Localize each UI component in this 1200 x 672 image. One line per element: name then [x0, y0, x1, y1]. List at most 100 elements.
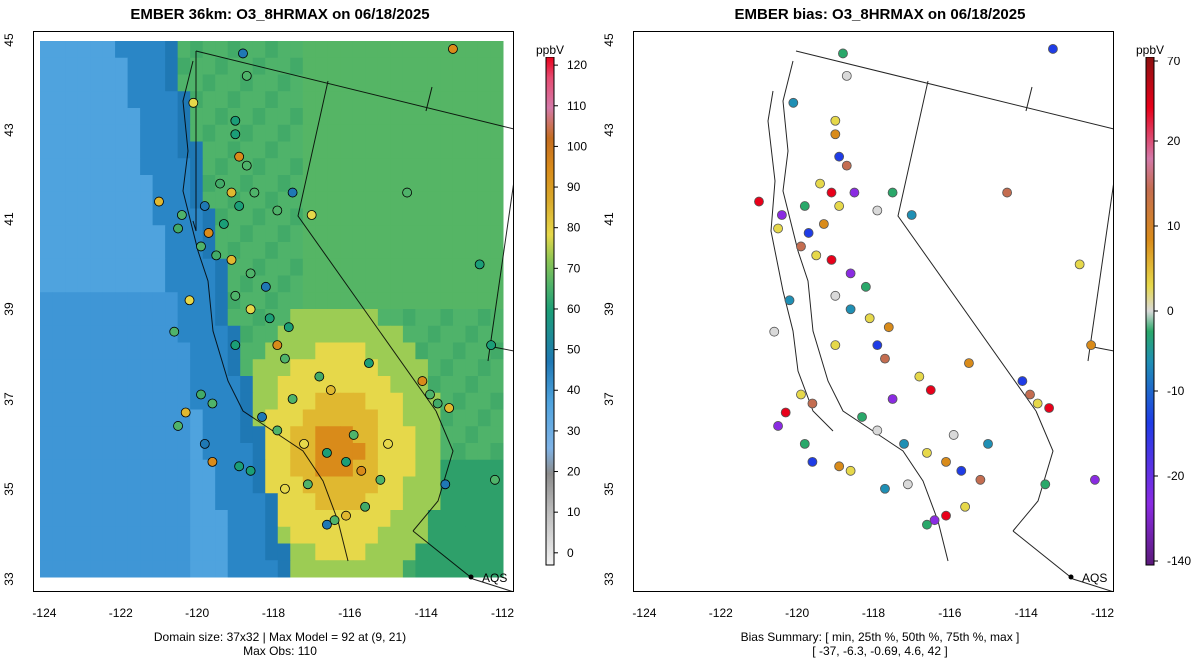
grid-cell	[115, 426, 129, 444]
grid-cell	[490, 74, 504, 92]
grid-cell	[90, 342, 104, 360]
grid-cell	[377, 191, 391, 209]
grid-cell	[227, 158, 241, 176]
grid-cell	[277, 141, 291, 159]
y-tick-label: 39	[602, 302, 616, 316]
grid-cell	[352, 191, 366, 209]
grid-cell	[452, 124, 466, 142]
grid-cell	[365, 560, 379, 578]
grid-cell	[240, 108, 254, 126]
grid-cell	[340, 208, 354, 226]
grid-cell	[102, 376, 116, 394]
grid-cell	[440, 275, 454, 293]
bias-point	[784, 295, 795, 306]
grid-cell	[152, 493, 166, 511]
grid-cell	[390, 359, 404, 377]
bias-point	[880, 483, 890, 494]
grid-cell	[265, 108, 279, 126]
grid-cell	[427, 242, 441, 260]
grid-cell	[302, 342, 316, 360]
grid-cell	[302, 426, 316, 444]
grid-cell	[152, 426, 166, 444]
bias-point	[960, 501, 971, 512]
grid-cell	[77, 510, 91, 528]
grid-cell	[40, 275, 54, 293]
bias-point	[872, 205, 883, 216]
grid-cell	[52, 409, 66, 427]
concentration-map[interactable]: AQS	[33, 31, 514, 592]
grid-cell	[77, 191, 91, 209]
grid-cell	[65, 493, 79, 511]
grid-cell	[452, 191, 466, 209]
grid-cell	[127, 292, 141, 310]
grid-cell	[327, 443, 341, 461]
grid-cell	[177, 543, 191, 561]
grid-cell	[352, 208, 366, 226]
grid-cell	[202, 560, 216, 578]
grid-cell	[40, 493, 54, 511]
grid-cell	[202, 74, 216, 92]
grid-cell	[140, 91, 154, 109]
grid-cell	[77, 342, 91, 360]
grid-cell	[190, 124, 204, 142]
grid-cell	[115, 275, 129, 293]
observation-point	[176, 210, 187, 220]
grid-cell	[477, 476, 491, 494]
grid-cell	[365, 426, 379, 444]
grid-cell	[352, 74, 366, 92]
grid-cell	[465, 342, 479, 360]
grid-cell	[190, 225, 204, 243]
grid-cell	[252, 41, 266, 59]
grid-cell	[402, 560, 416, 578]
grid-cell	[152, 41, 166, 59]
grid-cell	[290, 141, 304, 159]
observation-point	[173, 223, 183, 234]
grid-cell	[252, 141, 266, 159]
grid-cell	[265, 376, 279, 394]
grid-cell	[215, 158, 229, 176]
observation-point	[260, 281, 271, 292]
grid-cell	[452, 409, 466, 427]
grid-cell	[465, 543, 479, 561]
bias-points	[754, 44, 1100, 530]
grid-cell	[227, 242, 241, 260]
grid-cell	[390, 124, 404, 142]
grid-cell	[65, 359, 79, 377]
grid-cell	[52, 325, 66, 343]
bias-map[interactable]: AQS	[633, 31, 1114, 592]
grid-cell	[315, 141, 329, 159]
colorbar-tick-label: 10	[1167, 219, 1181, 233]
grid-cell	[427, 309, 441, 327]
observation-point	[375, 474, 386, 485]
grid-cell	[452, 510, 466, 528]
grid-cell	[377, 309, 391, 327]
y-tick-label: 41	[602, 212, 616, 227]
grid-cell	[477, 242, 491, 260]
grid-cell	[177, 158, 191, 176]
bias-point	[769, 326, 780, 337]
bias-point	[872, 340, 883, 351]
grid-cell	[152, 91, 166, 109]
grid-cell	[302, 242, 316, 260]
grid-cell	[115, 191, 129, 209]
grid-cell	[115, 158, 129, 176]
grid-cell	[127, 41, 141, 59]
grid-cell	[277, 74, 291, 92]
grid-cell	[340, 225, 354, 243]
grid-cell	[440, 342, 454, 360]
grid-cell	[215, 191, 229, 209]
grid-cell	[252, 325, 266, 343]
grid-cell	[140, 342, 154, 360]
grid-cell	[302, 191, 316, 209]
observation-point	[196, 389, 206, 400]
grid-cell	[415, 443, 429, 461]
grid-cell	[465, 225, 479, 243]
grid-cell	[327, 325, 341, 343]
grid-cell	[415, 459, 429, 477]
grid-cell	[140, 191, 154, 209]
grid-cell	[102, 158, 116, 176]
grid-cell	[402, 242, 416, 260]
grid-cell	[190, 526, 204, 544]
grid-cell	[240, 91, 254, 109]
grid-cell	[340, 108, 354, 126]
